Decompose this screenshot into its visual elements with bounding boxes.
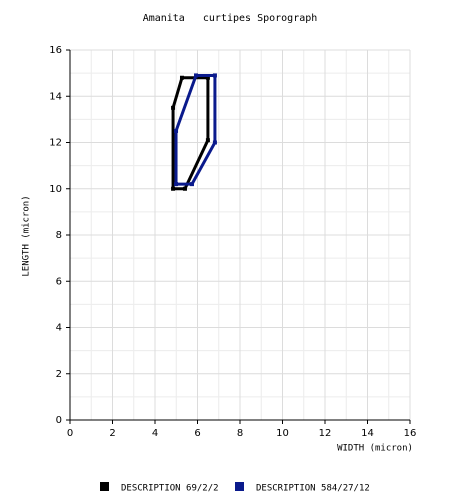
y-tick-label: 4 [56,323,62,334]
x-tick-label: 4 [152,428,158,439]
vertex-marker [212,140,217,145]
y-tick-label: 10 [49,184,62,195]
y-tick-label: 6 [56,276,62,287]
y-tick-label: 14 [49,91,62,102]
legend-label: DESCRIPTION 69/2/2 [121,484,219,494]
vertex-marker [171,105,176,110]
x-tick-label: 8 [237,428,243,439]
legend-swatch [235,482,244,491]
chart-title: Amanita curtipes Sporograph [143,13,318,24]
x-tick-label: 12 [319,428,332,439]
vertex-marker [171,186,176,191]
x-tick-label: 6 [194,428,200,439]
vertex-marker [174,128,179,133]
vertex-marker [205,138,210,143]
x-tick-label: 0 [67,428,73,439]
vertex-marker [179,75,184,80]
legend-label: DESCRIPTION 584/27/12 [256,484,370,494]
vertex-marker [174,182,179,187]
x-axis-label: WIDTH (micron) [337,444,413,454]
x-tick-label: 14 [361,428,374,439]
y-tick-label: 12 [49,138,62,149]
x-tick-label: 10 [276,428,289,439]
x-tick-label: 2 [109,428,115,439]
y-axis-label: LENGTH (micron) [22,195,32,276]
y-tick-label: 16 [49,45,62,56]
x-tick-label: 16 [404,428,417,439]
y-tick-label: 2 [56,369,62,380]
vertex-marker [212,73,217,78]
vertex-marker [194,73,199,78]
vertex-marker [205,75,210,80]
y-tick-label: 0 [56,415,62,426]
vertex-marker [189,182,194,187]
y-tick-label: 8 [56,230,62,241]
legend-swatch [100,482,109,491]
vertex-marker [182,186,187,191]
